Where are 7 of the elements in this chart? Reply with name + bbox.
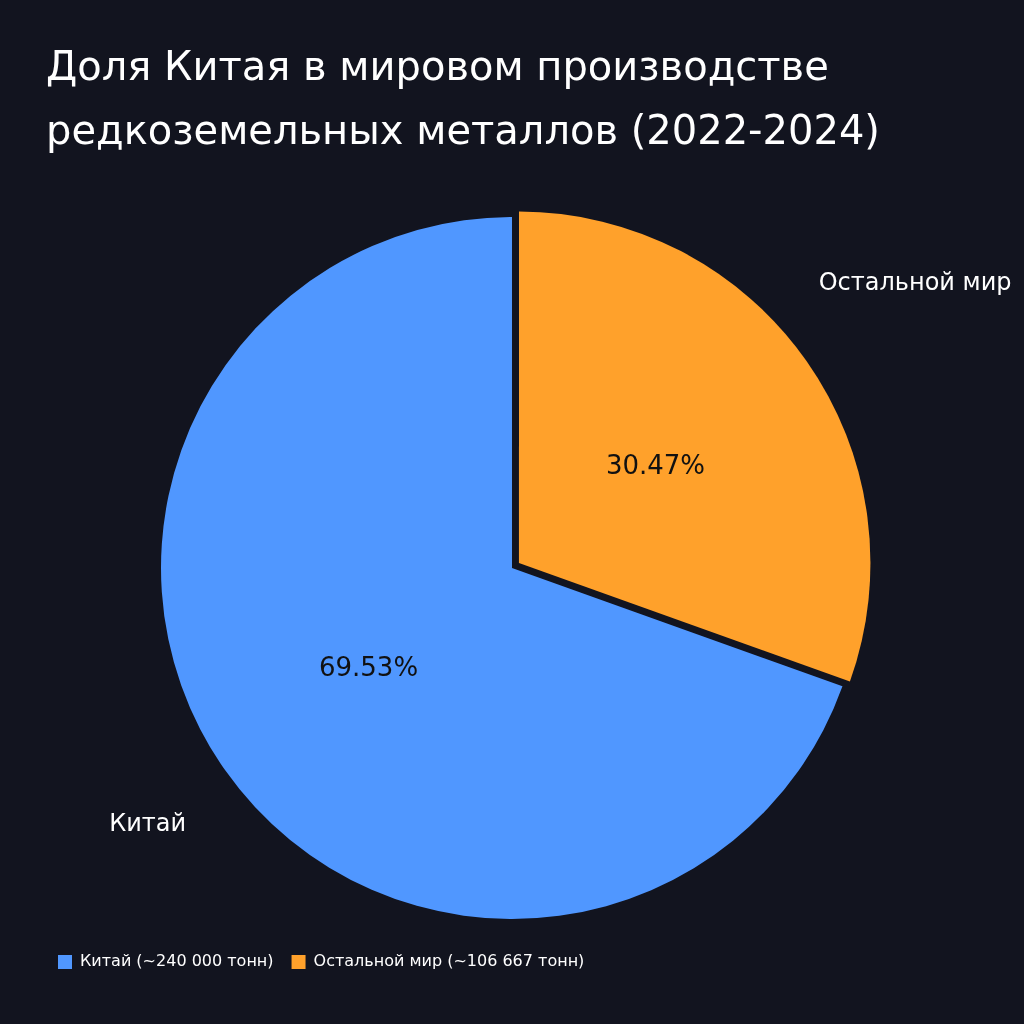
data-label: 30.47% xyxy=(605,449,706,480)
legend-label: Китай (~240 000 тонн) xyxy=(80,951,274,971)
legend-label: Остальной мир (~106 667 тонн) xyxy=(313,951,585,971)
text: Китай xyxy=(109,808,187,837)
data-label: 69.53% xyxy=(318,651,419,682)
text: Остальной мир xyxy=(818,268,1012,297)
chart-title: Доля Китая в мировом производстве редкоземельных металлов (2022-2024) xyxy=(46,42,881,155)
